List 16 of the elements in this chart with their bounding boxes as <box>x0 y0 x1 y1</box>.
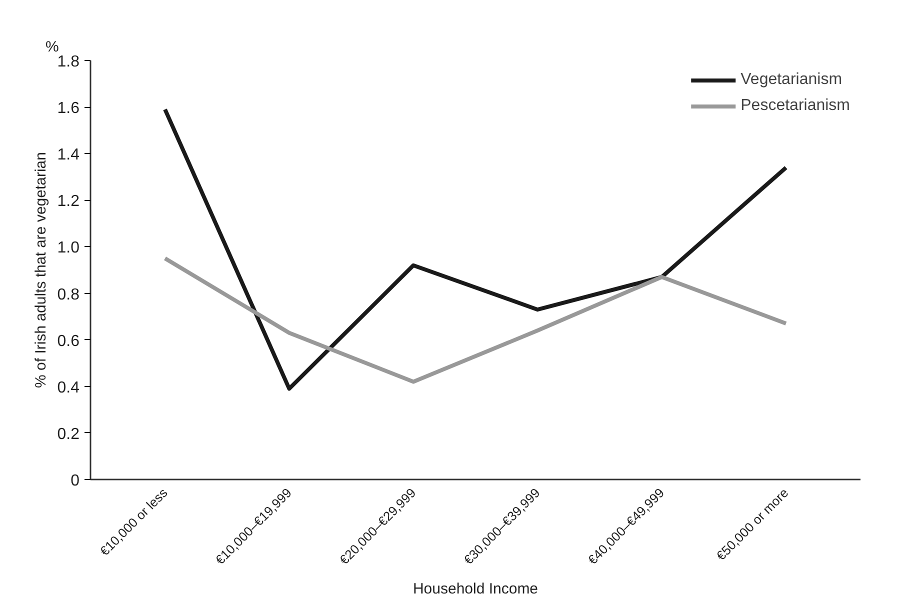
y-axis-title: % of Irish adults that are vegetarian <box>32 152 50 388</box>
y-tick-label: 0.8 <box>57 286 80 304</box>
y-tick-label: 0 <box>70 472 80 490</box>
y-tick-label: 1.8 <box>57 54 80 70</box>
x-axis-title: Household Income <box>412 580 538 598</box>
y-tick-label: 1.4 <box>57 146 80 164</box>
y-tick-label: 1.0 <box>57 240 80 257</box>
y-tick-label: 0.6 <box>57 332 80 350</box>
text: % <box>46 38 59 56</box>
legend-label: Pescetarianism <box>740 97 850 115</box>
y-tick-label: 1.6 <box>57 100 80 118</box>
y-tick-label: 1.2 <box>57 193 80 210</box>
legend-label: Vegetarianism <box>740 71 842 89</box>
y-tick-label: 0.2 <box>57 426 80 443</box>
line-series <box>163 256 788 384</box>
y-tick-label: 0.4 <box>57 379 80 396</box>
